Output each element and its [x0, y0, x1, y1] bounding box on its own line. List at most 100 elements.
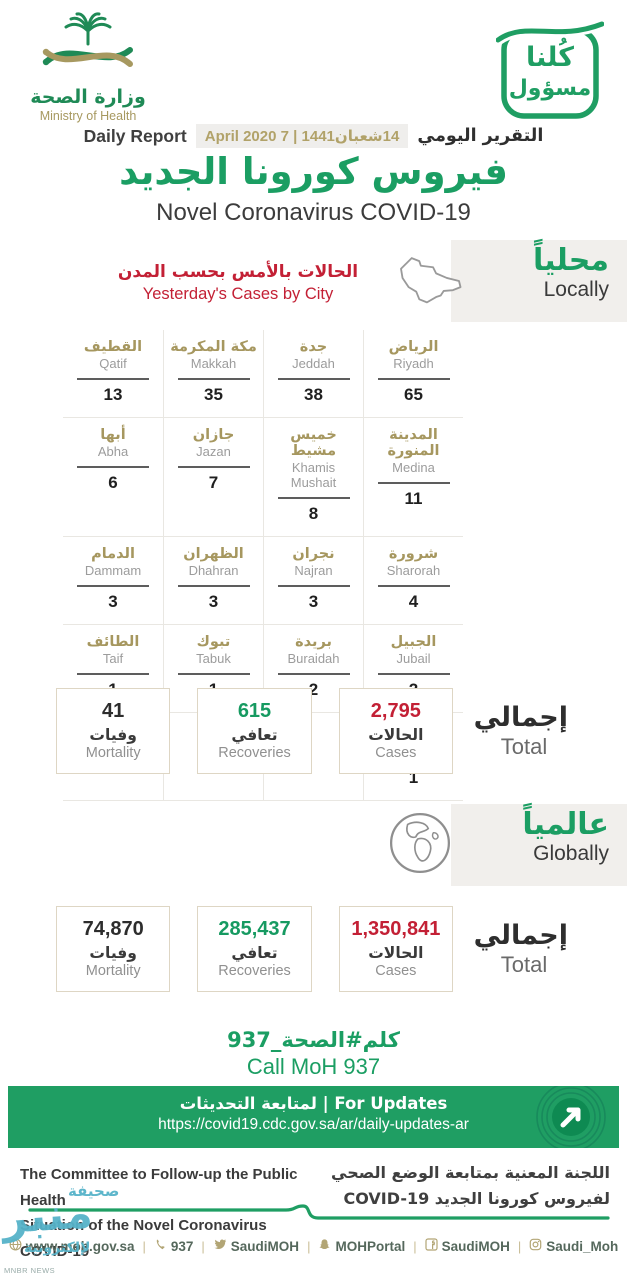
table-cell-abha: أبها Abha 6 [63, 418, 163, 537]
cell-rule [377, 673, 450, 675]
city-value: 3 [208, 592, 219, 611]
table-cell-najran: نجران Najran 3 [263, 537, 363, 625]
local-mortality-box: 41 وفيات Mortality [56, 688, 171, 774]
health-hashtag: كلم#الصحة_937 [227, 1028, 400, 1052]
city-name-ar: خميس مشيط [290, 427, 337, 459]
global-cases-value: 1,350,841 [351, 918, 441, 940]
separator: | [142, 1238, 146, 1254]
instagram-label: Saudi_Moh [546, 1238, 619, 1254]
cell-rule [77, 378, 149, 380]
table-cell-sharorah: شرورة Sharorah 4 [363, 537, 463, 625]
city-name-ar: أبها [100, 427, 126, 443]
footer-divider-swoosh [0, 1204, 627, 1224]
cell-rule [77, 585, 149, 587]
twitter-icon [213, 1238, 227, 1254]
city-name-ar: بريدة [295, 634, 332, 650]
committee-en-line2: Situation of the Novel Coronavirus COVID… [20, 1217, 267, 1260]
city-name-ar: جدة [299, 339, 328, 355]
recoveries-label-arabic: تعافي [231, 944, 278, 962]
cases-heading-english: Yesterday's Cases by City [142, 285, 334, 303]
city-value: 1 [408, 768, 419, 787]
cell-rule [277, 673, 350, 675]
twitter-link[interactable]: SaudiMOH [213, 1238, 299, 1254]
city-name-en: Makkah [190, 356, 237, 371]
city-name-ar: الظهران [183, 546, 244, 562]
snapchat-icon [318, 1238, 331, 1254]
cell-rule [277, 585, 350, 587]
page-title-english: Novel Coronavirus COVID-19 [156, 199, 471, 226]
city-name-ar: المدينة المنورة [387, 427, 440, 459]
city-name-ar: الرياض [388, 339, 439, 355]
daily-report-label-en: Daily Report [83, 125, 187, 146]
updates-url[interactable]: https://covid19.cdc.gov.sa/ar/daily-upda… [158, 1116, 469, 1133]
phone-link[interactable]: 937 [154, 1238, 193, 1254]
city-value: 3 [108, 592, 118, 611]
city-name-ar: شرورة [388, 546, 439, 562]
locally-label-arabic: محلياً [533, 243, 609, 278]
cell-rule [377, 378, 450, 380]
city-value: 2 [308, 680, 319, 699]
city-name-ar: الجبيل [390, 634, 437, 650]
kullana-masoul-badge: كُلنا مسؤول [496, 14, 604, 124]
city-name-ar: الدمام [91, 546, 135, 562]
global-totals-row: إجمالي Total 1,350,841 الحالات Cases 285… [56, 906, 568, 992]
committee-ar-line2: لفيروس كورونا الجديد COVID-19 [343, 1189, 611, 1209]
total-label-arabic: إجمالي [473, 702, 568, 733]
global-mortality-box: 74,870 وفيات Mortality [56, 906, 171, 992]
moh-logo: وزارة الصحة Ministry of Health [18, 10, 158, 123]
facebook-link[interactable]: SaudiMOH [425, 1238, 510, 1254]
city-name-ar: مكة المكرمة [170, 339, 257, 355]
instagram-link[interactable]: Saudi_Moh [529, 1238, 618, 1254]
global-recoveries-value: 285,437 [218, 918, 291, 940]
watermark-logo-text: منبر [0, 1186, 95, 1245]
cell-rule [177, 673, 250, 675]
city-value: 11 [404, 489, 423, 508]
cases-label-english: Cases [375, 963, 417, 979]
report-date-row: Daily Report 14شعبان1441 | 7 April 2020 … [0, 124, 627, 148]
city-name-ar: القطيف [83, 339, 143, 355]
committee-text-arabic: اللجنة المعنية بمتابعة الوضع الصحي لفيرو… [318, 1160, 610, 1213]
table-cell-medina: المدينة المنورة Medina 11 [363, 418, 463, 537]
ministry-name-arabic: وزارة الصحة [30, 86, 146, 108]
facebook-icon [425, 1238, 438, 1254]
global-mortality-value: 74,870 [82, 918, 144, 940]
separator: | [201, 1238, 205, 1254]
twitter-label: SaudiMOH [230, 1238, 300, 1254]
snapchat-link[interactable]: MOHPortal [318, 1238, 405, 1254]
local-total-label: إجمالي Total [473, 702, 568, 760]
cell-rule [177, 585, 250, 587]
total-label-arabic: إجمالي [473, 920, 568, 951]
local-recoveries-box: 615 تعافي Recoveries [197, 688, 312, 774]
report-date: 14شعبان1441 | 7 April 2020 [195, 124, 409, 148]
page-title-arabic: فيروس كورونا الجديد [119, 150, 508, 193]
local-cases-box: 2,795 الحالات Cases [338, 688, 453, 774]
moh-palm-swords-icon [36, 12, 140, 86]
globally-section-header: عالمياً Globally [389, 804, 627, 886]
city-value: 6 [108, 473, 118, 492]
global-total-label: إجمالي Total [473, 920, 568, 978]
city-name-en: Tabuk [196, 651, 231, 666]
globe-icon [387, 810, 453, 881]
watermark-bottom-text: لإلكترونية [24, 1240, 91, 1256]
mortality-label-arabic: وفيات [89, 726, 137, 744]
saudi-map-icon [393, 252, 467, 315]
city-name-en: Qatif [99, 356, 127, 371]
call-moh-english: Call MoH 937 [246, 1054, 381, 1079]
city-name-en: Khamis Mushait [290, 460, 337, 490]
phone-icon [154, 1238, 167, 1254]
table-cell-dhahran: الظهران Dhahran 3 [163, 537, 263, 625]
city-name-ar: نجران [292, 546, 335, 562]
locally-label-english: Locally [543, 278, 609, 301]
mnbr-news-watermark: صحيفة منبر لإلكترونية MNBR NEWS [0, 1180, 140, 1280]
badge-text-line1: كُلنا [526, 42, 574, 73]
city-name-ar: الطائف [86, 634, 140, 650]
ministry-name-english: Ministry of Health [39, 108, 137, 123]
watermark-caption: MNBR NEWS [4, 1266, 56, 1275]
mortality-label-english: Mortality [85, 745, 141, 761]
city-name-ar: جازان [192, 427, 235, 443]
local-mortality-value: 41 [102, 700, 125, 722]
globally-label-english: Globally [533, 842, 609, 865]
table-cell-jeddah: جدة Jeddah 38 [263, 330, 363, 418]
city-value: 38 [304, 385, 323, 404]
website-link[interactable]: www.moh.gov.sa [9, 1238, 134, 1254]
